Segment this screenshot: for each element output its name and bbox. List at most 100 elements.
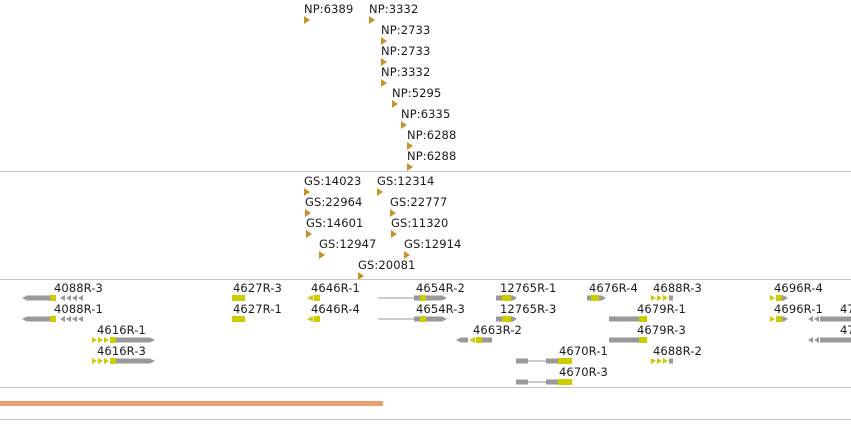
- gene-label: 47: [840, 323, 851, 337]
- gene-model[interactable]: 4088R-3: [22, 281, 103, 301]
- feature-marker-icon: [369, 16, 375, 24]
- np-feature-label: NP:5295: [392, 86, 442, 100]
- gene-glyph-icon: [22, 295, 83, 301]
- gs-feature-label: GS:22964: [305, 195, 363, 209]
- gene-model[interactable]: 4654R-3: [378, 302, 473, 322]
- gene-glyph-icon: [808, 316, 851, 322]
- gene-model[interactable]: 4646R-1: [307, 281, 369, 301]
- gene-model[interactable]: 4616R-1: [92, 323, 156, 343]
- gene-label: 4676R-4: [589, 281, 638, 295]
- gs-feature-label: GS:11320: [391, 216, 449, 230]
- gene-glyph-icon: [651, 358, 673, 364]
- gene-glyph-icon: [232, 295, 245, 301]
- np-feature-label: NP:2733: [381, 23, 431, 37]
- feature-marker-icon: [377, 188, 383, 196]
- gene-label: 12765R-3: [500, 302, 557, 316]
- track-divider: [0, 387, 851, 388]
- gene-label: 4688R-3: [653, 281, 702, 295]
- gene-glyph-icon: [378, 316, 447, 322]
- gene-label: 4616R-1: [97, 323, 146, 337]
- np-feature-label: NP:6389: [304, 2, 354, 16]
- gene-label: 4646R-1: [311, 281, 360, 295]
- gene-model[interactable]: 4616R-3: [92, 344, 156, 364]
- feature-marker-icon: [358, 272, 364, 280]
- gene-label: 4696R-1: [774, 302, 823, 316]
- gene-model[interactable]: 4679R-1: [609, 302, 694, 322]
- gene-label: 4679R-3: [637, 323, 686, 337]
- gene-label: 4088R-3: [54, 281, 103, 295]
- gene-model[interactable]: 4696R-4: [770, 281, 832, 301]
- gene-track: 4088R-3 4088R-1 4616R-1 4616R-3: [0, 280, 851, 387]
- gene-glyph-icon: [378, 295, 447, 301]
- gene-glyph-icon: [808, 337, 851, 343]
- feature-marker-icon: [407, 163, 413, 171]
- feature-marker-icon: [404, 251, 410, 259]
- gene-glyph-icon: [516, 379, 572, 385]
- gene-label: 4679R-1: [637, 302, 686, 316]
- gene-glyph-icon: [22, 316, 83, 322]
- gene-model[interactable]: 47: [808, 323, 851, 343]
- gene-glyph-icon: [651, 295, 673, 301]
- gene-model[interactable]: 4088R-1: [22, 302, 103, 322]
- gene-model[interactable]: 4646R-4: [307, 302, 369, 322]
- gene-model[interactable]: 4676R-4: [587, 281, 649, 301]
- np-track: NP:6389 NP:3332 NP:2733 NP:2733 NP:3332 …: [0, 0, 851, 171]
- gene-label: 4663R-2: [473, 323, 522, 337]
- gene-label: 4627R-3: [233, 281, 282, 295]
- gene-glyph-icon: [232, 316, 245, 322]
- feature-marker-icon: [390, 209, 396, 217]
- feature-marker-icon: [304, 16, 310, 24]
- gs-feature-label: GS:22777: [390, 195, 448, 209]
- gene-glyph-icon: [770, 295, 788, 301]
- track-divider: [0, 171, 851, 172]
- gene-model[interactable]: 4688R-2: [651, 344, 713, 364]
- gene-glyph-icon: [496, 295, 517, 301]
- gene-model[interactable]: 4688R-3: [651, 281, 713, 301]
- np-feature-label: NP:3332: [381, 65, 431, 79]
- track-divider: [0, 279, 851, 280]
- gene-label: 4688R-2: [653, 344, 702, 358]
- feature-marker-icon: [319, 251, 325, 259]
- gene-model[interactable]: 4696R-1: [770, 302, 832, 322]
- gene-model[interactable]: 4679R-3: [609, 323, 694, 343]
- gene-model[interactable]: 4627R-3: [228, 281, 288, 301]
- feature-marker-icon: [407, 142, 413, 150]
- gs-feature-label: GS:12314: [377, 174, 435, 188]
- gene-glyph-icon: [92, 337, 155, 343]
- gene-label: 12765R-1: [500, 281, 557, 295]
- loading-progress-bar: [0, 401, 851, 406]
- gs-feature-label: GS:12914: [404, 237, 462, 251]
- feature-marker-icon: [381, 79, 387, 87]
- gene-label: 4627R-1: [233, 302, 282, 316]
- gs-track: GS:14023 GS:12314 GS:22964 GS:22777 GS:1…: [0, 172, 851, 280]
- np-feature-label: NP:6288: [407, 128, 457, 142]
- gs-feature-label: GS:20081: [358, 258, 416, 272]
- gene-label: 4670R-1: [559, 344, 608, 358]
- gene-glyph-icon: [516, 358, 572, 364]
- gene-glyph-icon: [92, 358, 155, 364]
- gene-model[interactable]: 12765R-1: [496, 281, 566, 301]
- gene-model[interactable]: 12765R-3: [496, 302, 566, 322]
- gene-label: 4696R-4: [774, 281, 823, 295]
- feature-marker-icon: [392, 100, 398, 108]
- gene-glyph-icon: [496, 316, 517, 322]
- gene-label: 4670R-3: [559, 365, 608, 379]
- np-feature-label: NP:6335: [401, 107, 451, 121]
- feature-marker-icon: [401, 121, 407, 129]
- gs-feature-label: GS:14023: [304, 174, 362, 188]
- np-feature-label: NP:3332: [369, 2, 419, 16]
- track-divider: [0, 419, 851, 420]
- gene-label: 4654R-3: [416, 302, 465, 316]
- gene-model[interactable]: 4670R-3: [516, 365, 616, 385]
- gene-label: 47: [840, 302, 851, 316]
- gene-model[interactable]: 47: [808, 302, 851, 322]
- gene-glyph-icon: [609, 316, 647, 322]
- gene-model[interactable]: 4670R-1: [516, 344, 616, 364]
- gene-model[interactable]: 4654R-2: [378, 281, 473, 301]
- gs-feature-label: GS:12947: [319, 237, 377, 251]
- gene-label: 4088R-1: [54, 302, 103, 316]
- gene-label: 4616R-3: [97, 344, 146, 358]
- gene-model[interactable]: 4663R-2: [456, 323, 531, 343]
- gene-model[interactable]: 4627R-1: [228, 302, 288, 322]
- np-feature-label: NP:6288: [407, 149, 457, 163]
